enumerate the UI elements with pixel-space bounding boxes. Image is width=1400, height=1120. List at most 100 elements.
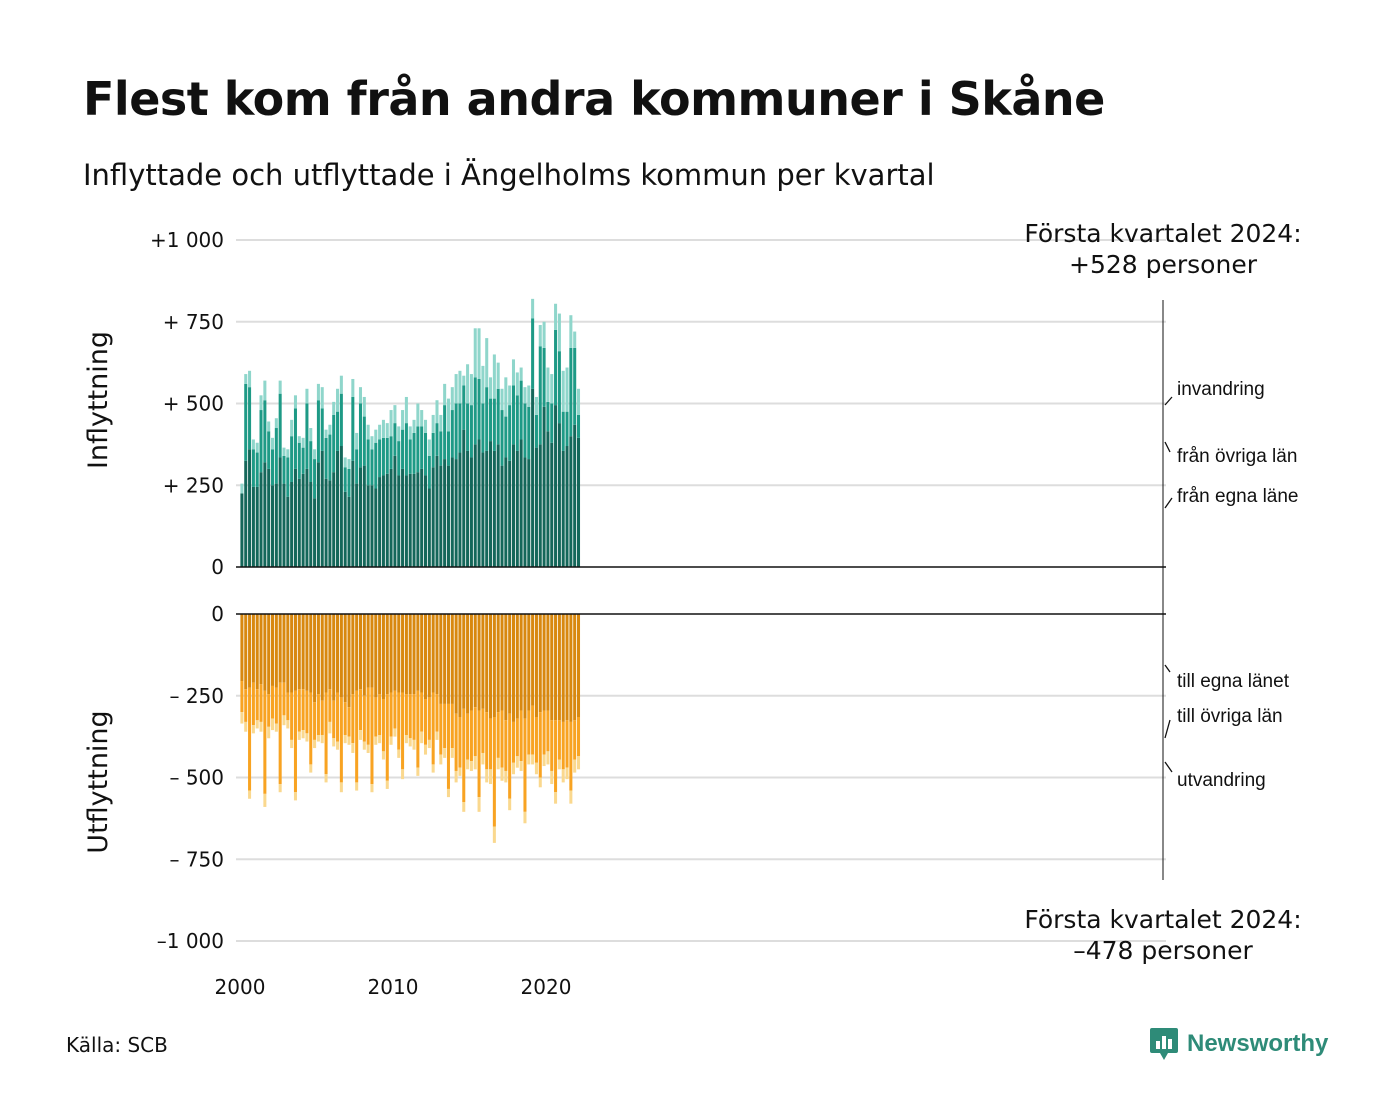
- outflow-bar-segment: [469, 614, 473, 711]
- inflow-bar-segment: [362, 465, 366, 567]
- inflow-bar-segment: [492, 398, 496, 451]
- series-label-fran-egna-lane: från egna läne: [1177, 486, 1299, 507]
- outflow-bar-segment: [420, 731, 424, 744]
- inflow-bar-segment: [427, 488, 431, 567]
- outflow-bar-segment: [485, 614, 489, 713]
- outflow-bar-segment: [370, 687, 374, 785]
- outflow-bar-segment: [385, 780, 389, 789]
- outflow-bar-segment: [286, 692, 290, 721]
- inflow-bar-segment: [370, 436, 374, 450]
- outflow-bar-segment: [519, 710, 523, 762]
- inflow-bar-segment: [565, 411, 569, 447]
- outflow-bar-segment: [500, 767, 504, 781]
- inflow-bar-segment: [424, 432, 428, 476]
- inflow-bar-segment: [523, 403, 527, 458]
- inflow-bar-segment: [244, 374, 248, 384]
- inflow-bar-segment: [320, 408, 324, 451]
- inflow-bar-segment: [557, 423, 561, 567]
- y-tick-label: + 500: [163, 392, 224, 416]
- inflow-bar-segment: [416, 472, 420, 567]
- inflow-bar-segment: [378, 424, 382, 440]
- outflow-bar-segment: [248, 614, 252, 688]
- inflow-bar-segment: [515, 372, 519, 396]
- inflow-bar-segment: [274, 428, 278, 484]
- outflow-bar-segment: [378, 734, 382, 744]
- outflow-bar-segment: [332, 614, 336, 701]
- inflow-bar-segment: [431, 467, 435, 567]
- inflow-bar-segment: [450, 387, 454, 411]
- inflow-bar-segment: [301, 437, 305, 448]
- outflow-bar-segment: [351, 614, 355, 695]
- outflow-bar-segment: [431, 692, 435, 765]
- inflow-bar-segment: [297, 442, 301, 479]
- outflow-bar-segment: [324, 774, 328, 783]
- inflow-bar-segment: [313, 459, 317, 499]
- outflow-note-line1: Första kvartalet 2024:: [1024, 905, 1301, 934]
- outflow-bar-segment: [489, 718, 493, 770]
- outflow-bar-segment: [251, 682, 255, 726]
- outflow-bar-segment: [538, 712, 542, 778]
- outflow-bar-segment: [450, 703, 454, 749]
- outflow-bar-segment: [332, 700, 336, 739]
- inflow-bar-segment: [511, 385, 515, 445]
- inflow-bar-segment: [305, 468, 309, 567]
- outflow-bar-segment: [251, 614, 255, 683]
- inflow-bar-segment: [278, 380, 282, 394]
- outflow-bar-segment: [496, 757, 500, 770]
- outflow-bar-segment: [297, 614, 301, 690]
- inflow-bar-segment: [358, 403, 362, 468]
- outflow-bar-segment: [424, 744, 428, 755]
- inflow-bar-segment: [358, 387, 362, 404]
- outflow-note-line2: –478 personer: [1073, 936, 1253, 965]
- inflow-bar-segment: [492, 450, 496, 567]
- brand-logo[interactable]: Newsworthy: [1149, 1024, 1328, 1064]
- outflow-bar-segment: [404, 734, 408, 744]
- inflow-bar-segment: [542, 406, 546, 567]
- outflow-bar-segment: [538, 614, 542, 713]
- inflow-bar-segment: [355, 449, 359, 484]
- outflow-bar-segment: [278, 784, 282, 793]
- y-tick-label: 0: [211, 602, 224, 626]
- inflow-bar-segment: [538, 325, 542, 347]
- outflow-bar-segment: [401, 769, 405, 780]
- outflow-bar-segment: [473, 614, 477, 708]
- y-tick-label: – 500: [169, 766, 224, 790]
- outflow-bar-segment: [282, 614, 286, 683]
- source-note: Källa: SCB: [66, 1033, 168, 1057]
- outflow-bar-segment: [485, 712, 489, 770]
- outflow-bar-segment: [446, 788, 450, 798]
- outflow-bar-segment: [454, 614, 458, 714]
- outflow-bar-segment: [267, 726, 271, 739]
- outflow-bar-segment: [309, 764, 313, 773]
- outflow-bar-segment: [577, 614, 581, 718]
- outflow-bar-segment: [439, 754, 443, 765]
- inflow-bar-segment: [454, 459, 458, 567]
- inflow-bar-segment: [561, 450, 565, 567]
- outflow-bar-segment: [496, 712, 500, 758]
- outflow-bar-segment: [534, 614, 538, 718]
- inflow-bar-segment: [263, 400, 267, 463]
- inflow-bar-segment: [267, 468, 271, 567]
- outflow-bar-segment: [504, 720, 508, 771]
- outflow-bar-segment: [427, 697, 431, 740]
- inflow-bar-segment: [431, 432, 435, 468]
- inflow-bar-segment: [290, 419, 294, 437]
- inflow-bar-segment: [343, 467, 347, 492]
- outflow-bar-segment: [358, 689, 362, 731]
- outflow-bar-segment: [408, 614, 412, 695]
- inflow-bar-segment: [469, 374, 473, 406]
- inflow-bar-segment: [290, 481, 294, 567]
- outflow-bar-segment: [573, 720, 577, 760]
- y-tick-label: +1 000: [150, 228, 224, 252]
- outflow-bar-segment: [469, 710, 473, 762]
- outflow-bar-segment: [343, 702, 347, 735]
- inflow-bar-segment: [446, 431, 450, 466]
- outflow-bar-segment: [531, 754, 535, 765]
- inflow-bar-segment: [282, 447, 286, 456]
- inflow-bar-segment: [355, 432, 359, 450]
- outflow-bar-segment: [389, 736, 393, 745]
- inflow-bar-segment: [489, 377, 493, 399]
- inflow-bar-segment: [500, 388, 504, 411]
- inflow-bar-segment: [443, 405, 447, 460]
- inflow-bar-segment: [332, 472, 336, 567]
